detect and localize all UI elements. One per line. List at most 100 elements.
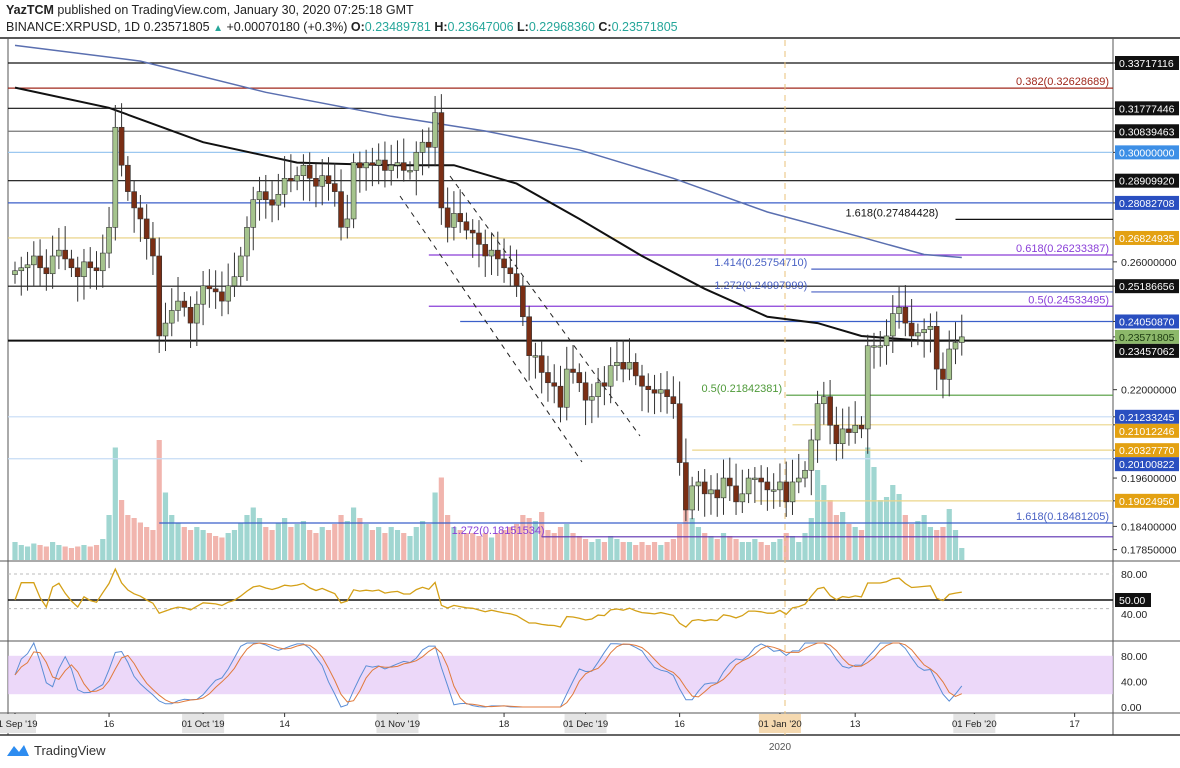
volume-bar xyxy=(651,542,658,560)
candle xyxy=(294,166,300,191)
candle xyxy=(601,366,608,406)
volume-bar xyxy=(68,548,75,560)
candle-body xyxy=(701,481,708,495)
time-tick-label: 01 Oct '19 xyxy=(182,719,225,730)
volume-bar xyxy=(507,527,513,560)
candle xyxy=(413,141,420,196)
candle xyxy=(607,347,614,404)
rsi-line xyxy=(14,567,962,628)
candle xyxy=(883,319,890,365)
volume-bar xyxy=(557,527,564,560)
candle xyxy=(695,470,702,511)
time-label-box xyxy=(953,714,996,733)
candle-body xyxy=(313,178,319,187)
high-label: H: xyxy=(434,20,448,34)
candle-body xyxy=(532,355,539,358)
candle xyxy=(482,229,489,277)
candle xyxy=(49,235,56,289)
volume-bar xyxy=(43,546,49,560)
time-label-box xyxy=(758,714,801,733)
candle xyxy=(175,277,181,322)
up-arrow-icon: ▲ xyxy=(213,23,223,34)
candle xyxy=(250,186,257,251)
symbol[interactable]: BINANCE:XRPUSD, 1D xyxy=(6,20,141,34)
candle-body xyxy=(620,362,626,370)
volume-bar xyxy=(658,545,664,560)
candle xyxy=(162,302,169,352)
time-label-box xyxy=(182,714,225,733)
candle-body xyxy=(162,322,169,337)
candle xyxy=(689,476,695,520)
candle xyxy=(451,191,457,241)
candle xyxy=(438,94,445,225)
volume-bar xyxy=(307,530,313,560)
year-marker-label: 2020 xyxy=(769,742,792,753)
candle-body xyxy=(576,372,583,384)
level-label: 1.414(0.25754710) xyxy=(714,257,807,269)
candle xyxy=(12,261,18,284)
candle xyxy=(902,285,909,337)
candle-body xyxy=(294,175,300,182)
ma200-line xyxy=(14,44,962,259)
volume-bar xyxy=(75,546,81,560)
time-tick-label: 16 xyxy=(674,719,685,730)
stoch-band xyxy=(8,655,1113,695)
candle-body xyxy=(676,403,683,463)
candle xyxy=(664,371,670,414)
candle-body xyxy=(469,229,476,234)
price-axis-badge-label: 0.26824935 xyxy=(1119,233,1175,245)
low-value: 0.22968360 xyxy=(528,20,595,34)
candle-body xyxy=(883,335,890,347)
candle-body xyxy=(582,382,589,401)
volume-bar xyxy=(495,533,501,560)
candle-body xyxy=(808,439,815,471)
candle-body xyxy=(695,481,702,487)
volume-bar xyxy=(313,533,319,560)
candle-body xyxy=(394,162,401,166)
volume-bar xyxy=(175,522,181,560)
volume-bar xyxy=(702,533,708,560)
volume-bar xyxy=(833,515,839,560)
candle-body xyxy=(181,300,188,308)
price-axis-badge-label: 0.25186656 xyxy=(1119,281,1175,293)
candle-body xyxy=(212,288,219,293)
price-axis-badge xyxy=(1115,56,1179,70)
candle-body xyxy=(281,178,288,195)
volume-bar xyxy=(482,533,488,560)
candle-body xyxy=(388,164,395,171)
time-tick-label: 18 xyxy=(499,719,510,730)
price-tick-label: 0.19600000 xyxy=(1121,473,1177,485)
volume-bar xyxy=(332,524,338,560)
volume-bar xyxy=(288,527,294,560)
candle-body xyxy=(237,255,244,278)
candle xyxy=(288,154,294,193)
volume-bar xyxy=(488,537,495,560)
candle-body xyxy=(363,162,369,169)
candle xyxy=(927,313,934,353)
candle-body xyxy=(175,300,181,311)
volume-bar xyxy=(112,447,118,560)
candle xyxy=(99,234,106,288)
tradingview-logo[interactable]: TradingView xyxy=(6,742,106,758)
trendline-dashed xyxy=(449,175,641,437)
volume-bar xyxy=(156,440,162,560)
candle xyxy=(582,371,589,426)
candle-body xyxy=(783,481,790,503)
candle-body xyxy=(601,382,608,387)
candle-body xyxy=(438,112,445,209)
candle-body xyxy=(31,255,37,266)
volume-bar xyxy=(720,533,727,560)
candle-body xyxy=(626,362,633,370)
candle xyxy=(200,270,206,326)
candle xyxy=(388,144,395,186)
candle-body xyxy=(143,218,150,239)
candle xyxy=(300,154,307,201)
candle xyxy=(507,245,514,287)
candle xyxy=(281,156,288,208)
candle-body xyxy=(338,191,344,228)
candle-body xyxy=(658,389,664,394)
candle-body xyxy=(250,199,257,228)
rsi-tick-label: 80.00 xyxy=(1121,569,1147,581)
volume-bar xyxy=(752,539,758,560)
